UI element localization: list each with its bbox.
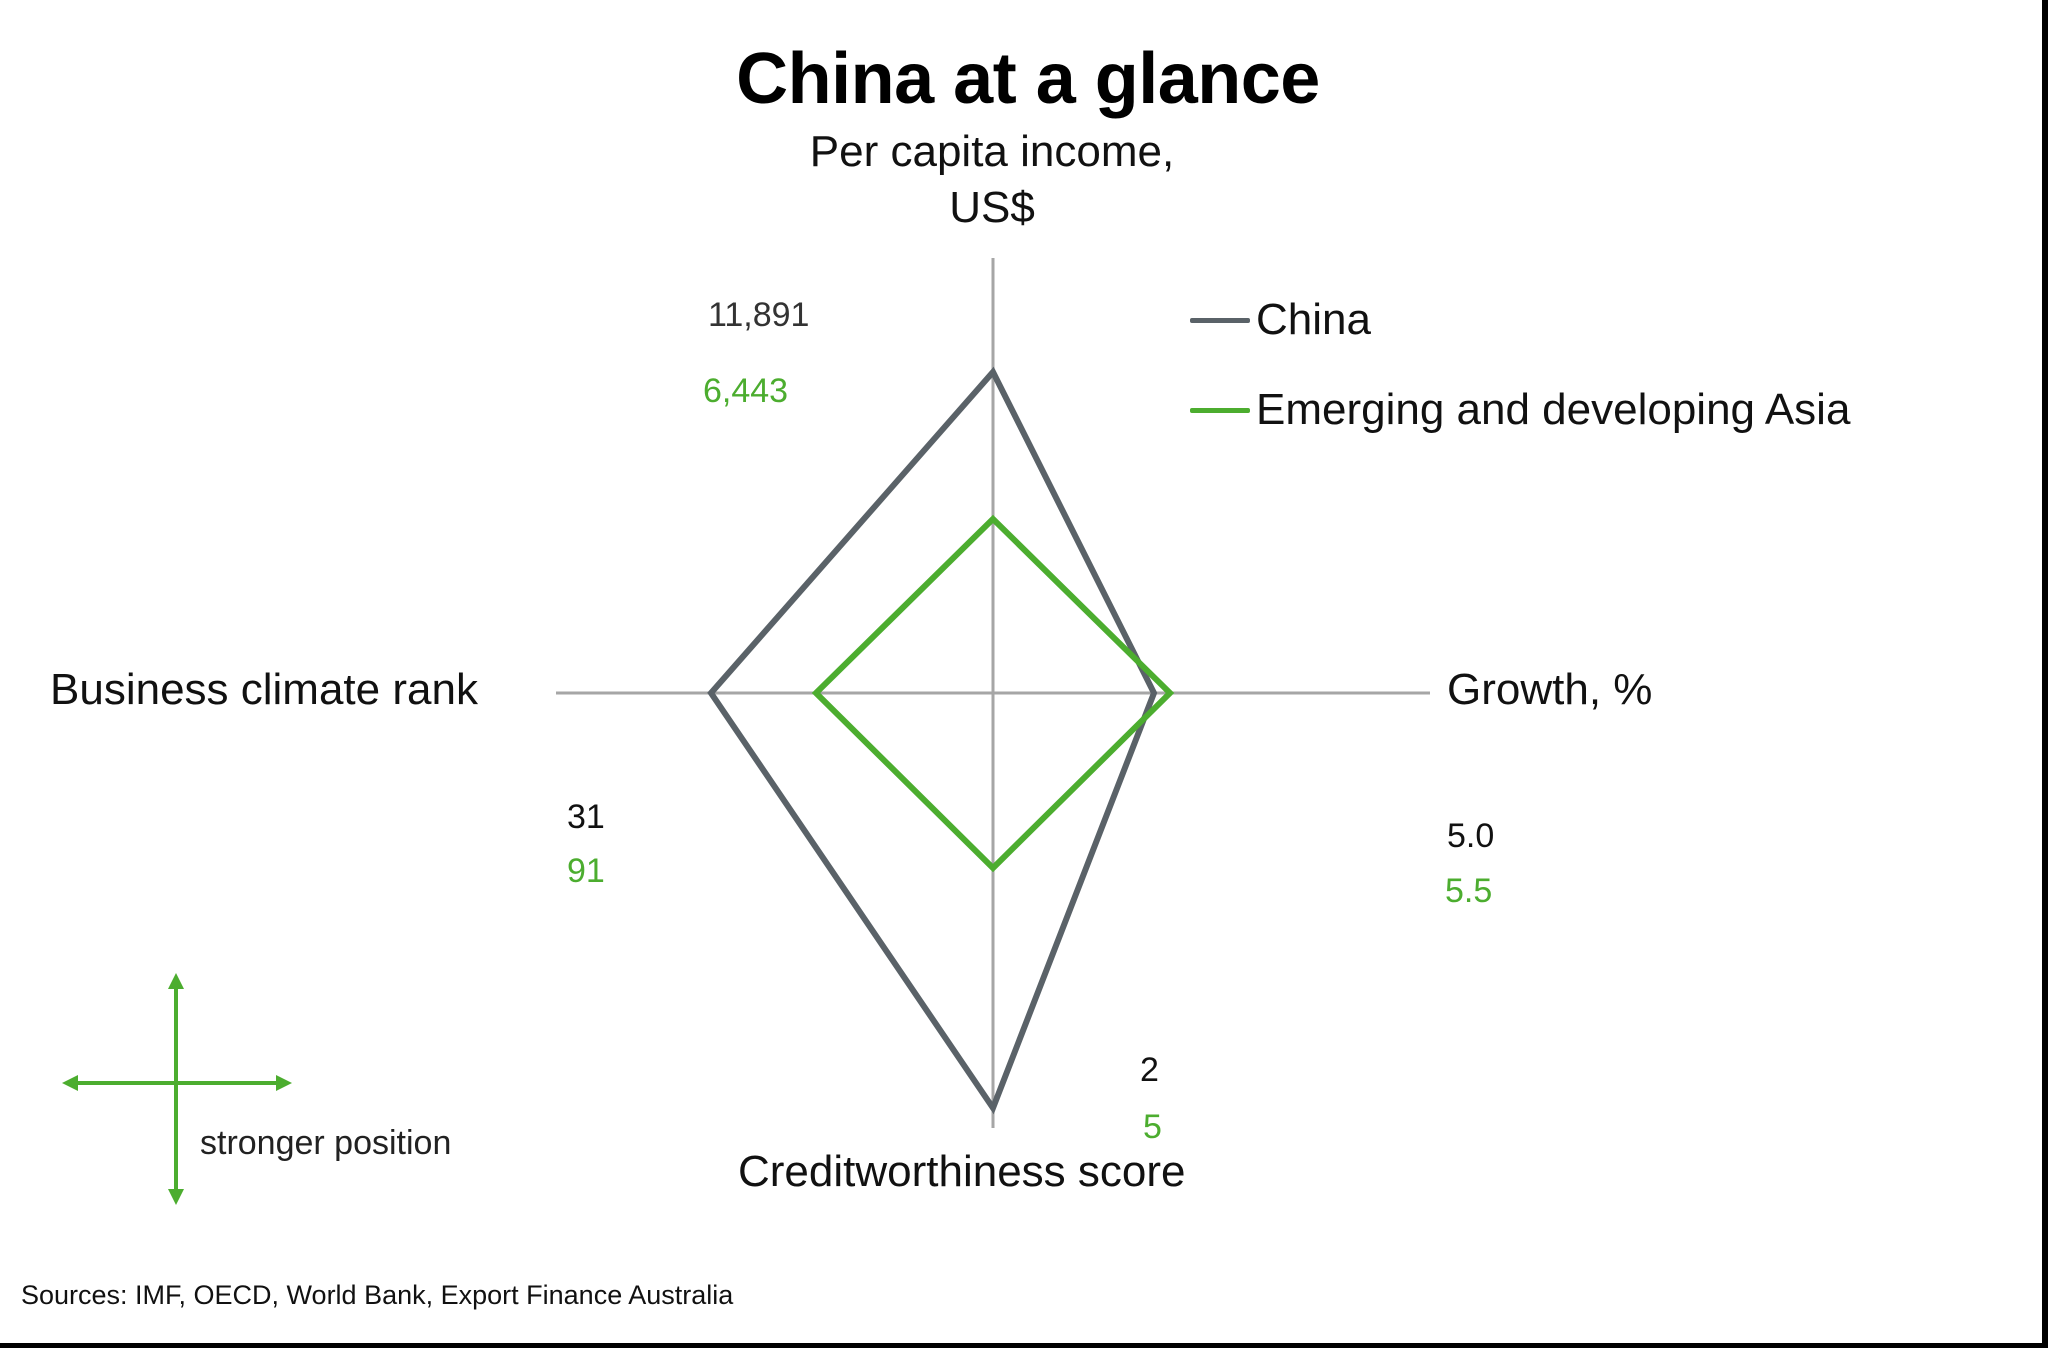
- legend-item-china: China: [1190, 295, 1371, 345]
- chart-title: China at a glance: [0, 38, 2048, 120]
- value-income-asia: 6,443: [703, 372, 789, 410]
- stronger-position-note: stronger position: [200, 1124, 452, 1162]
- axis-label-growth: Growth, %: [1447, 665, 1653, 714]
- stronger-position-arrows-icon: [62, 973, 292, 1205]
- value-credit-china: 2: [1140, 1051, 1159, 1089]
- axis-label-income-line1: Per capita income,: [809, 127, 1175, 176]
- frame-border-right: [2042, 0, 2048, 1348]
- axis-label-business: Business climate rank: [50, 665, 478, 714]
- radar-axes: [556, 258, 1430, 1128]
- legend-swatch-asia: [1190, 407, 1250, 413]
- sources-footnote: Sources: IMF, OECD, World Bank, Export F…: [21, 1280, 734, 1310]
- legend-label-asia: Emerging and developing Asia: [1256, 385, 1851, 434]
- legend-swatch-china: [1190, 317, 1250, 323]
- frame-border-bottom: [0, 1343, 2048, 1348]
- axis-label-income: Per capita income, US$: [742, 124, 1242, 236]
- series-china-polygon: [707, 366, 1158, 1115]
- value-credit-asia: 5: [1143, 1108, 1162, 1146]
- series-asia-polygon: [811, 514, 1175, 873]
- chart-title-text: China at a glance: [736, 39, 1320, 119]
- value-income-china: 11,891: [708, 296, 810, 334]
- value-business-china: 31: [567, 798, 605, 836]
- value-growth-asia: 5.5: [1445, 872, 1493, 910]
- axis-label-credit: Creditworthiness score: [738, 1147, 1186, 1196]
- value-growth-china: 5.0: [1447, 817, 1495, 855]
- legend-item-asia: Emerging and developing Asia: [1190, 385, 1850, 435]
- value-business-asia: 91: [567, 852, 605, 890]
- legend-label-china: China: [1256, 295, 1371, 344]
- axis-label-income-line2: US$: [949, 183, 1035, 232]
